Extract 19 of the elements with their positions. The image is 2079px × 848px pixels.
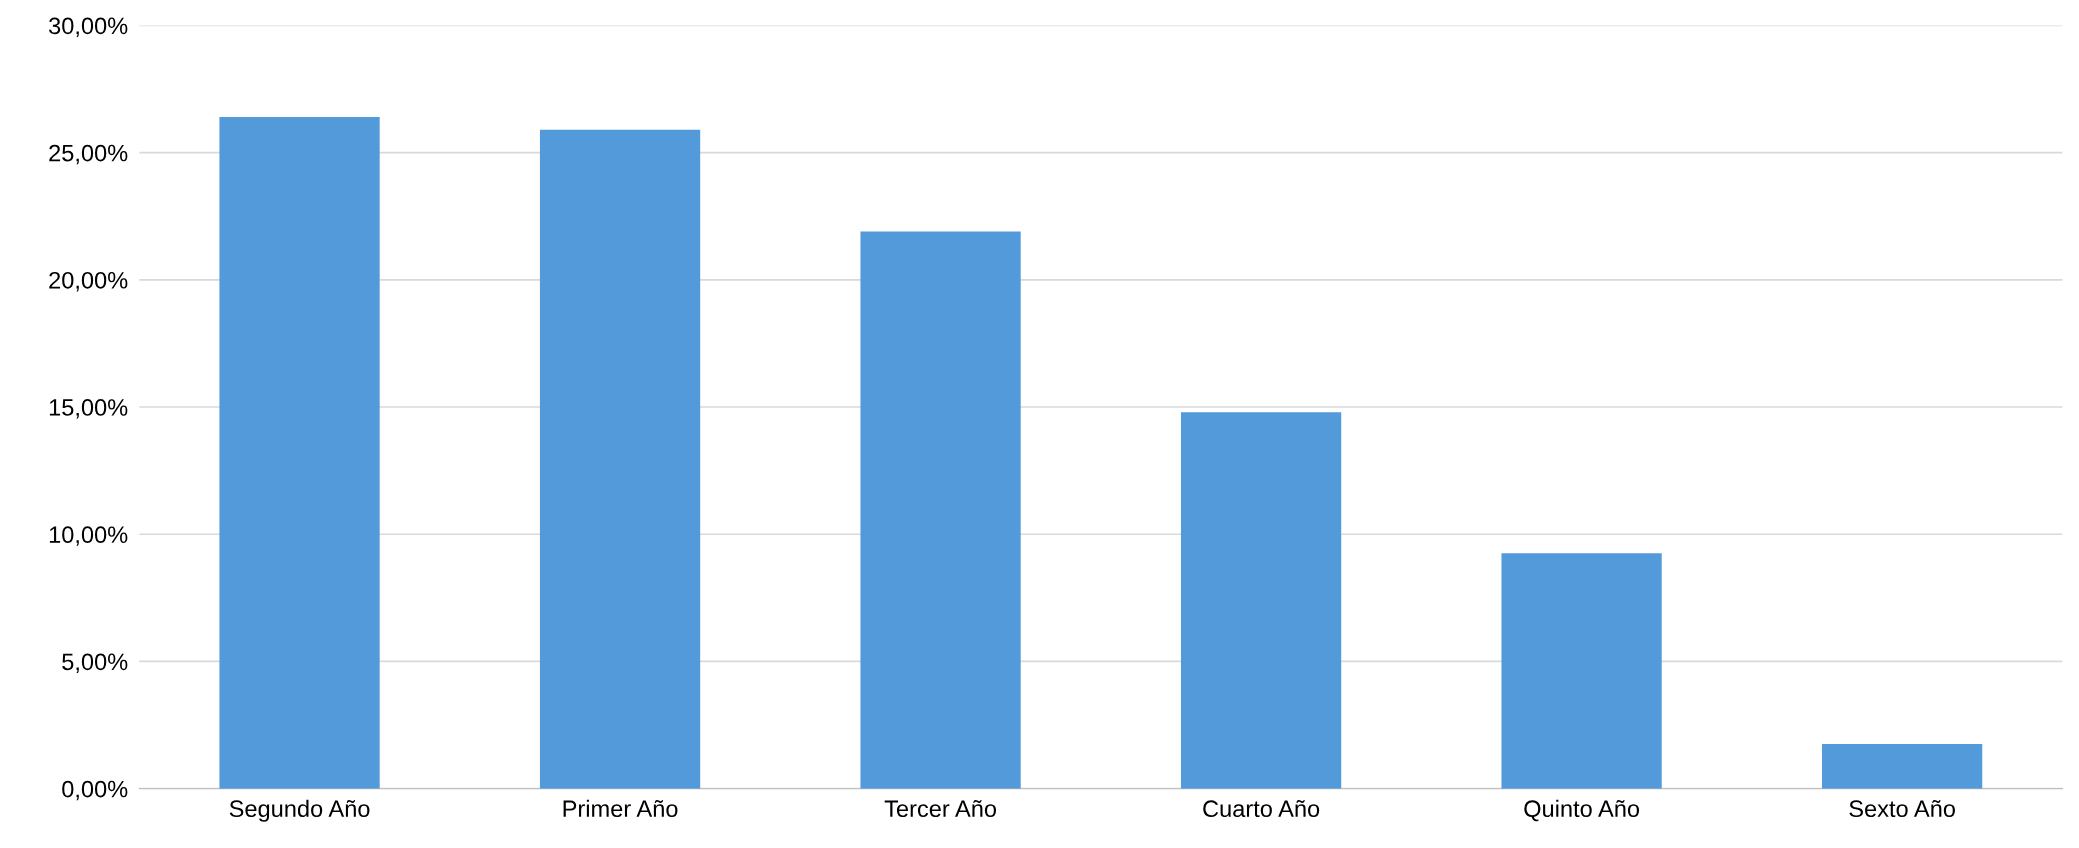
- y-tick-label: 10,00%: [49, 526, 128, 546]
- y-tick-label: 0,00%: [62, 780, 128, 801]
- x-tick-label: Cuarto Año: [1203, 799, 1320, 818]
- y-tick-label: 30,00%: [49, 17, 128, 38]
- bar: [219, 117, 380, 789]
- bar: [1821, 744, 1983, 789]
- bar: [860, 231, 1021, 789]
- x-tick-label: Segundo Año: [229, 799, 370, 822]
- y-tick-label: 15,00%: [49, 399, 128, 419]
- y-tick-label: 20,00%: [49, 271, 128, 292]
- x-tick-label: Quinto Año: [1524, 799, 1640, 822]
- bar: [1501, 553, 1662, 789]
- x-tick-label: Primer Año: [563, 799, 678, 818]
- bar: [539, 129, 701, 789]
- x-tick-label: Sexto Año: [1849, 799, 1955, 818]
- y-tick-label: 25,00%: [49, 144, 128, 165]
- x-tick-label: Tercer Año: [884, 799, 997, 818]
- bar: [1180, 412, 1342, 789]
- y-tick-label: 5,00%: [62, 653, 128, 674]
